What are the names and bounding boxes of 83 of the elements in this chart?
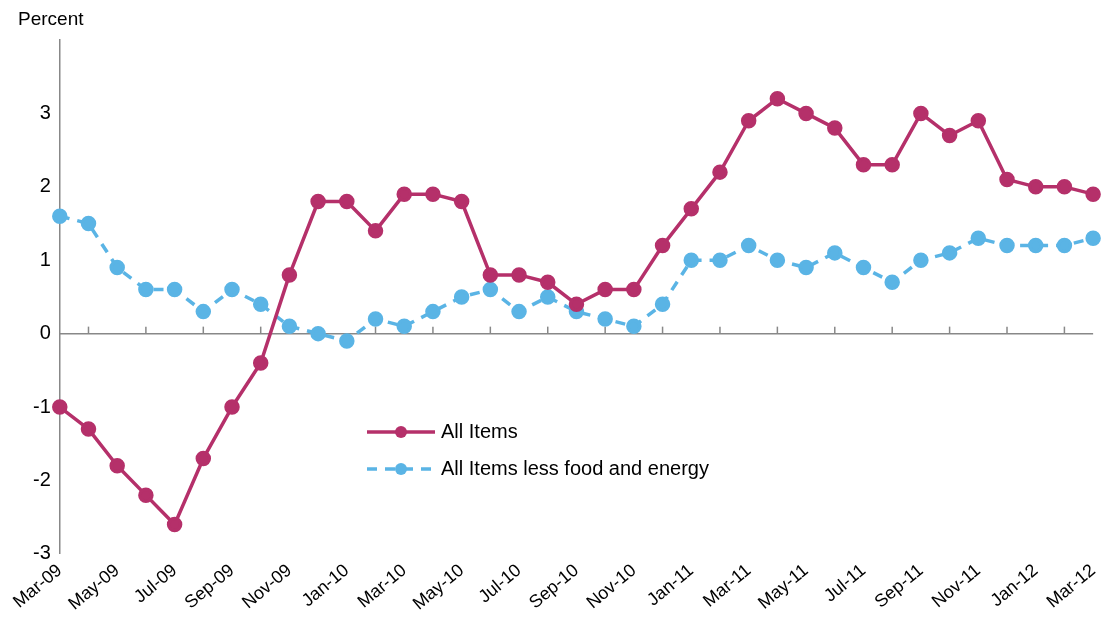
- point: [540, 289, 556, 305]
- point: [540, 274, 556, 290]
- point: [109, 458, 125, 474]
- point: [597, 281, 613, 298]
- point: [1085, 186, 1101, 202]
- point: [138, 487, 154, 503]
- point: [252, 355, 269, 371]
- point: [109, 259, 125, 276]
- point: [1056, 237, 1073, 254]
- point: [80, 421, 97, 437]
- point: [827, 245, 843, 261]
- point: [224, 281, 240, 298]
- point: [769, 252, 786, 268]
- point: [52, 399, 68, 415]
- point: [511, 267, 527, 283]
- point: [252, 296, 269, 313]
- point: [195, 450, 212, 467]
- point: [281, 267, 298, 283]
- point: [339, 333, 355, 349]
- y-tick-label: 3: [39, 100, 51, 123]
- y-tick-label: 1: [39, 247, 51, 270]
- point: [1027, 179, 1044, 195]
- point: [712, 164, 728, 180]
- point: [941, 127, 958, 144]
- point: [913, 252, 929, 268]
- point: [654, 237, 671, 254]
- point: [999, 171, 1015, 188]
- point: [740, 237, 757, 254]
- point: [310, 325, 326, 342]
- point: [1056, 179, 1073, 195]
- point: [453, 289, 470, 305]
- point: [166, 281, 183, 298]
- legend-label: All Items: [441, 420, 518, 443]
- point: [281, 318, 298, 335]
- point: [396, 186, 412, 202]
- point: [740, 113, 757, 129]
- point: [195, 303, 212, 320]
- point: [425, 303, 441, 320]
- point: [453, 193, 470, 210]
- point: [626, 281, 642, 298]
- y-tick-label: -3: [32, 541, 51, 564]
- point: [999, 237, 1015, 254]
- point: [769, 90, 786, 107]
- point: [482, 267, 499, 283]
- y-tick-label: -2: [32, 467, 51, 490]
- point: [683, 252, 700, 268]
- point: [626, 318, 642, 335]
- y-tick-label: 0: [39, 321, 51, 344]
- point: [166, 516, 183, 533]
- point: [855, 157, 872, 173]
- point: [941, 245, 958, 261]
- point: [482, 281, 499, 298]
- point: [1027, 237, 1044, 254]
- point: [367, 223, 384, 239]
- point: [52, 208, 68, 224]
- point: [597, 311, 613, 327]
- point: [224, 399, 240, 415]
- point: [511, 303, 527, 320]
- legend-label: All Items less food and energy: [441, 457, 709, 480]
- y-axis-title: Percent: [18, 8, 84, 30]
- point: [568, 296, 585, 313]
- point: [396, 318, 412, 335]
- point: [798, 105, 814, 122]
- point: [80, 215, 97, 232]
- point: [970, 113, 987, 129]
- point: [1085, 230, 1101, 246]
- point: [654, 296, 671, 313]
- point: [884, 157, 900, 173]
- point: [683, 201, 700, 217]
- point: [712, 252, 728, 268]
- y-tick-label: 2: [39, 174, 51, 197]
- point: [970, 230, 987, 246]
- y-tick-label: -1: [32, 394, 51, 417]
- point: [884, 274, 900, 290]
- point: [913, 105, 929, 122]
- point: [310, 193, 326, 210]
- point: [339, 193, 355, 210]
- point: [425, 186, 441, 202]
- point: [855, 259, 872, 276]
- point: [798, 259, 814, 276]
- point: [827, 120, 843, 136]
- point: [367, 311, 384, 327]
- point: [138, 281, 154, 298]
